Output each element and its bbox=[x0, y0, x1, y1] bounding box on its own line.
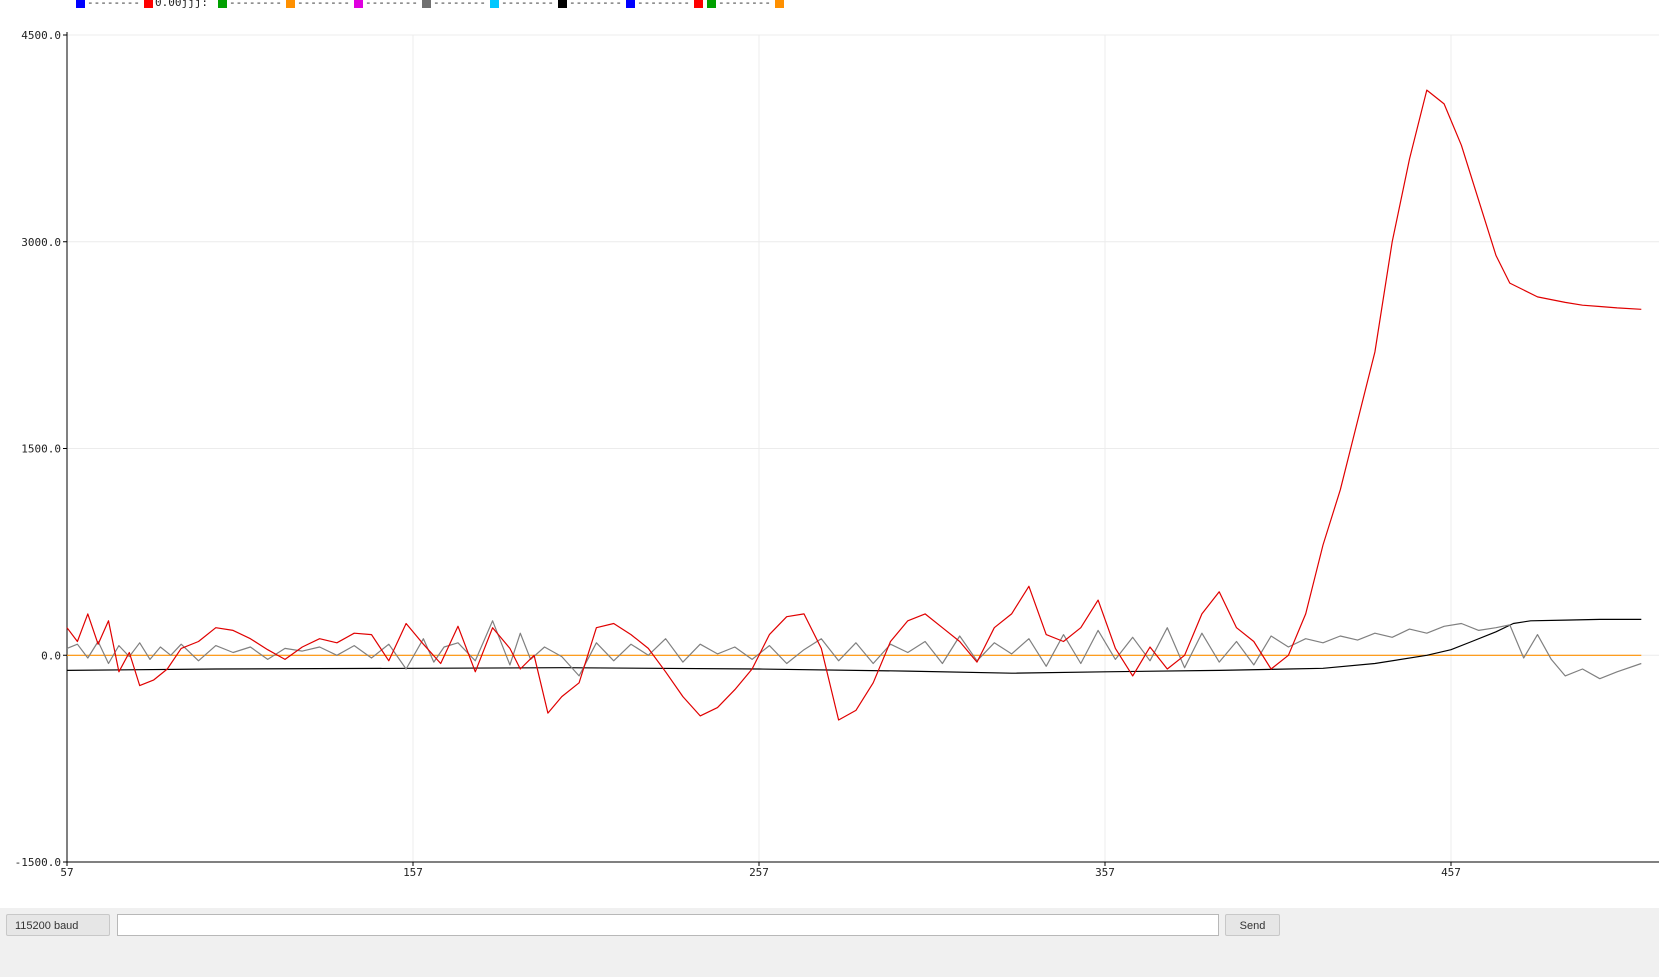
legend-label: -------- bbox=[637, 0, 690, 9]
legend-item: -------- bbox=[218, 0, 282, 12]
legend-item: -------- bbox=[707, 0, 771, 12]
bottom-toolbar: 115200 baud Send bbox=[0, 908, 1659, 977]
send-input[interactable] bbox=[117, 914, 1219, 936]
axes: 4500.0 3000.0 1500.0 0.0 -1500.057 157 257 357 4… bbox=[15, 29, 1659, 879]
legend-swatch bbox=[694, 0, 703, 8]
y-tick-label: -1500.0 bbox=[15, 856, 61, 869]
legend-label: 0.00jjj: bbox=[155, 0, 208, 9]
legend-item bbox=[775, 0, 784, 12]
legend-item bbox=[694, 0, 703, 12]
series-lines bbox=[66, 89, 1642, 721]
legend-label: -------- bbox=[718, 0, 771, 9]
y-tick-label: 3000.0 bbox=[21, 236, 61, 249]
legend-item: -------- bbox=[286, 0, 350, 12]
legend-label: -------- bbox=[569, 0, 622, 9]
send-button[interactable]: Send bbox=[1225, 914, 1280, 936]
legend-label: -------- bbox=[87, 0, 140, 9]
x-tick-label: 257 bbox=[749, 866, 769, 879]
legend-item: -------- bbox=[626, 0, 690, 12]
x-tick-label: 57 bbox=[60, 866, 73, 879]
serial-plot: 4500.0 3000.0 1500.0 0.0 -1500.057 157 257 357 4… bbox=[15, 29, 1659, 879]
legend-item: 0.00jjj: bbox=[144, 0, 208, 12]
plot-legend: -------- 0.00jjj: -------- -------- --------… bbox=[0, 0, 1659, 12]
legend-item: -------- bbox=[422, 0, 486, 12]
legend-swatch bbox=[286, 0, 295, 8]
x-tick-label: 157 bbox=[403, 866, 423, 879]
y-tick-label: 0.0 bbox=[41, 649, 61, 662]
x-tick-label: 457 bbox=[1441, 866, 1461, 879]
legend-swatch bbox=[218, 0, 227, 8]
y-tick-label: 1500.0 bbox=[21, 443, 61, 456]
legend-label: -------- bbox=[365, 0, 418, 9]
y-tick-label: 4500.0 bbox=[21, 29, 61, 42]
series-line-gray bbox=[66, 620, 1642, 680]
legend-swatch bbox=[76, 0, 85, 8]
legend-swatch bbox=[558, 0, 567, 8]
grid bbox=[66, 34, 1659, 863]
legend-label: -------- bbox=[433, 0, 486, 9]
legend-swatch bbox=[422, 0, 431, 8]
legend-swatch bbox=[490, 0, 499, 8]
legend-label: -------- bbox=[501, 0, 554, 9]
legend-label: -------- bbox=[229, 0, 282, 9]
legend-swatch bbox=[775, 0, 784, 8]
series-line-black bbox=[66, 618, 1642, 674]
legend-swatch bbox=[354, 0, 363, 8]
legend-swatch bbox=[626, 0, 635, 8]
legend-swatch bbox=[707, 0, 716, 8]
baud-rate-select[interactable]: 115200 baud bbox=[6, 914, 110, 936]
series-line-red bbox=[66, 89, 1642, 721]
legend-item: -------- bbox=[354, 0, 418, 12]
legend-item: -------- bbox=[76, 0, 140, 12]
legend-item: -------- bbox=[558, 0, 622, 12]
legend-swatch bbox=[144, 0, 153, 8]
legend-item: -------- bbox=[490, 0, 554, 12]
legend-label: -------- bbox=[297, 0, 350, 9]
x-tick-label: 357 bbox=[1095, 866, 1115, 879]
